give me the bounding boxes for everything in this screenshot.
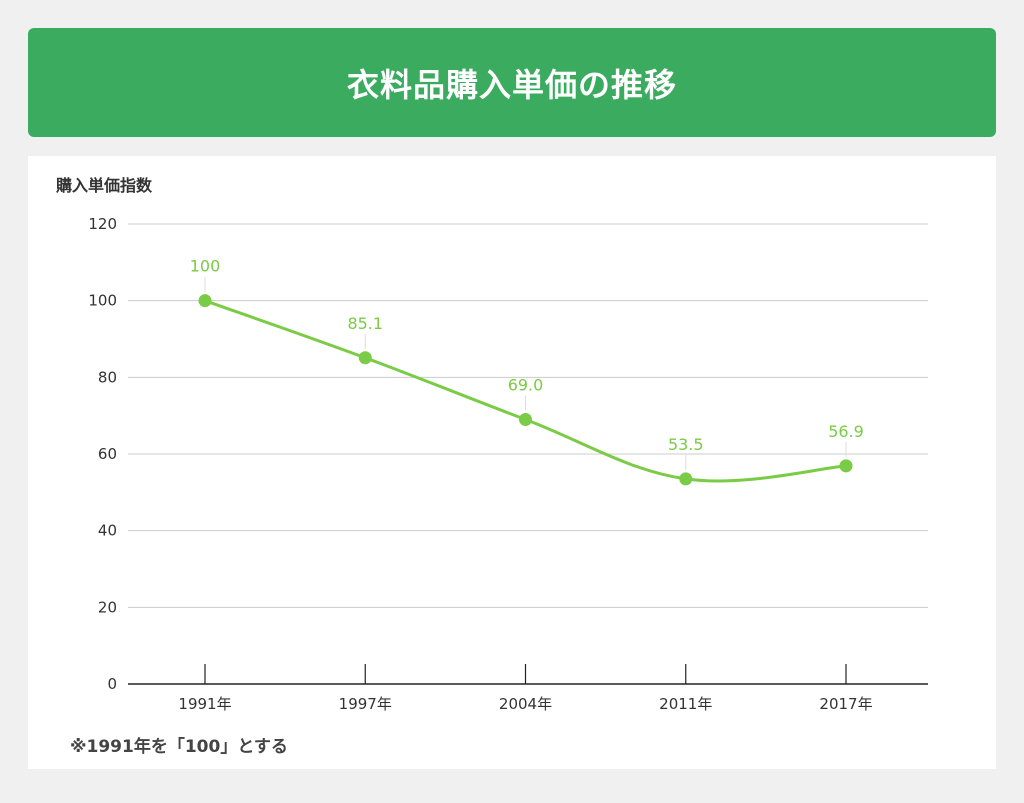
chart-card: 購入単価指数 0 20 40 60 80 100 120 1991年 1997年 2004年 2011…: [28, 156, 996, 769]
x-tick-label: 2011年: [659, 695, 712, 713]
data-point: [839, 459, 853, 473]
y-tick-label: 60: [98, 445, 117, 463]
footnote: ※1991年を「100」とする: [70, 737, 288, 757]
data-label: 100: [190, 257, 221, 276]
x-tick-label: 2017年: [819, 695, 872, 713]
y-tick-label: 40: [98, 522, 117, 540]
chart-title: 衣料品購入単価の推移: [346, 65, 677, 104]
data-label: 56.9: [828, 422, 864, 441]
y-tick-label: 100: [88, 292, 117, 310]
data-point: [358, 351, 372, 365]
line-chart: 購入単価指数 0 20 40 60 80 100 120 1991年 1997年 2004年 2011…: [55, 176, 928, 713]
y-tick-label: 0: [107, 675, 117, 693]
data-label: 69.0: [508, 376, 544, 395]
y-tick-label: 20: [98, 598, 117, 616]
x-tick-label: 2004年: [499, 695, 552, 713]
data-label: 53.5: [668, 435, 704, 454]
data-point: [198, 294, 212, 308]
y-tick-label: 80: [98, 368, 117, 386]
x-tick-label: 1997年: [339, 695, 392, 713]
title-banner: 衣料品購入単価の推移: [28, 28, 996, 137]
x-tick-label: 1991年: [178, 695, 231, 713]
data-point: [519, 413, 532, 426]
data-point: [679, 472, 693, 486]
y-axis-label: 購入単価指数: [55, 176, 153, 195]
data-label: 85.1: [347, 314, 383, 333]
y-tick-label: 120: [88, 215, 117, 233]
